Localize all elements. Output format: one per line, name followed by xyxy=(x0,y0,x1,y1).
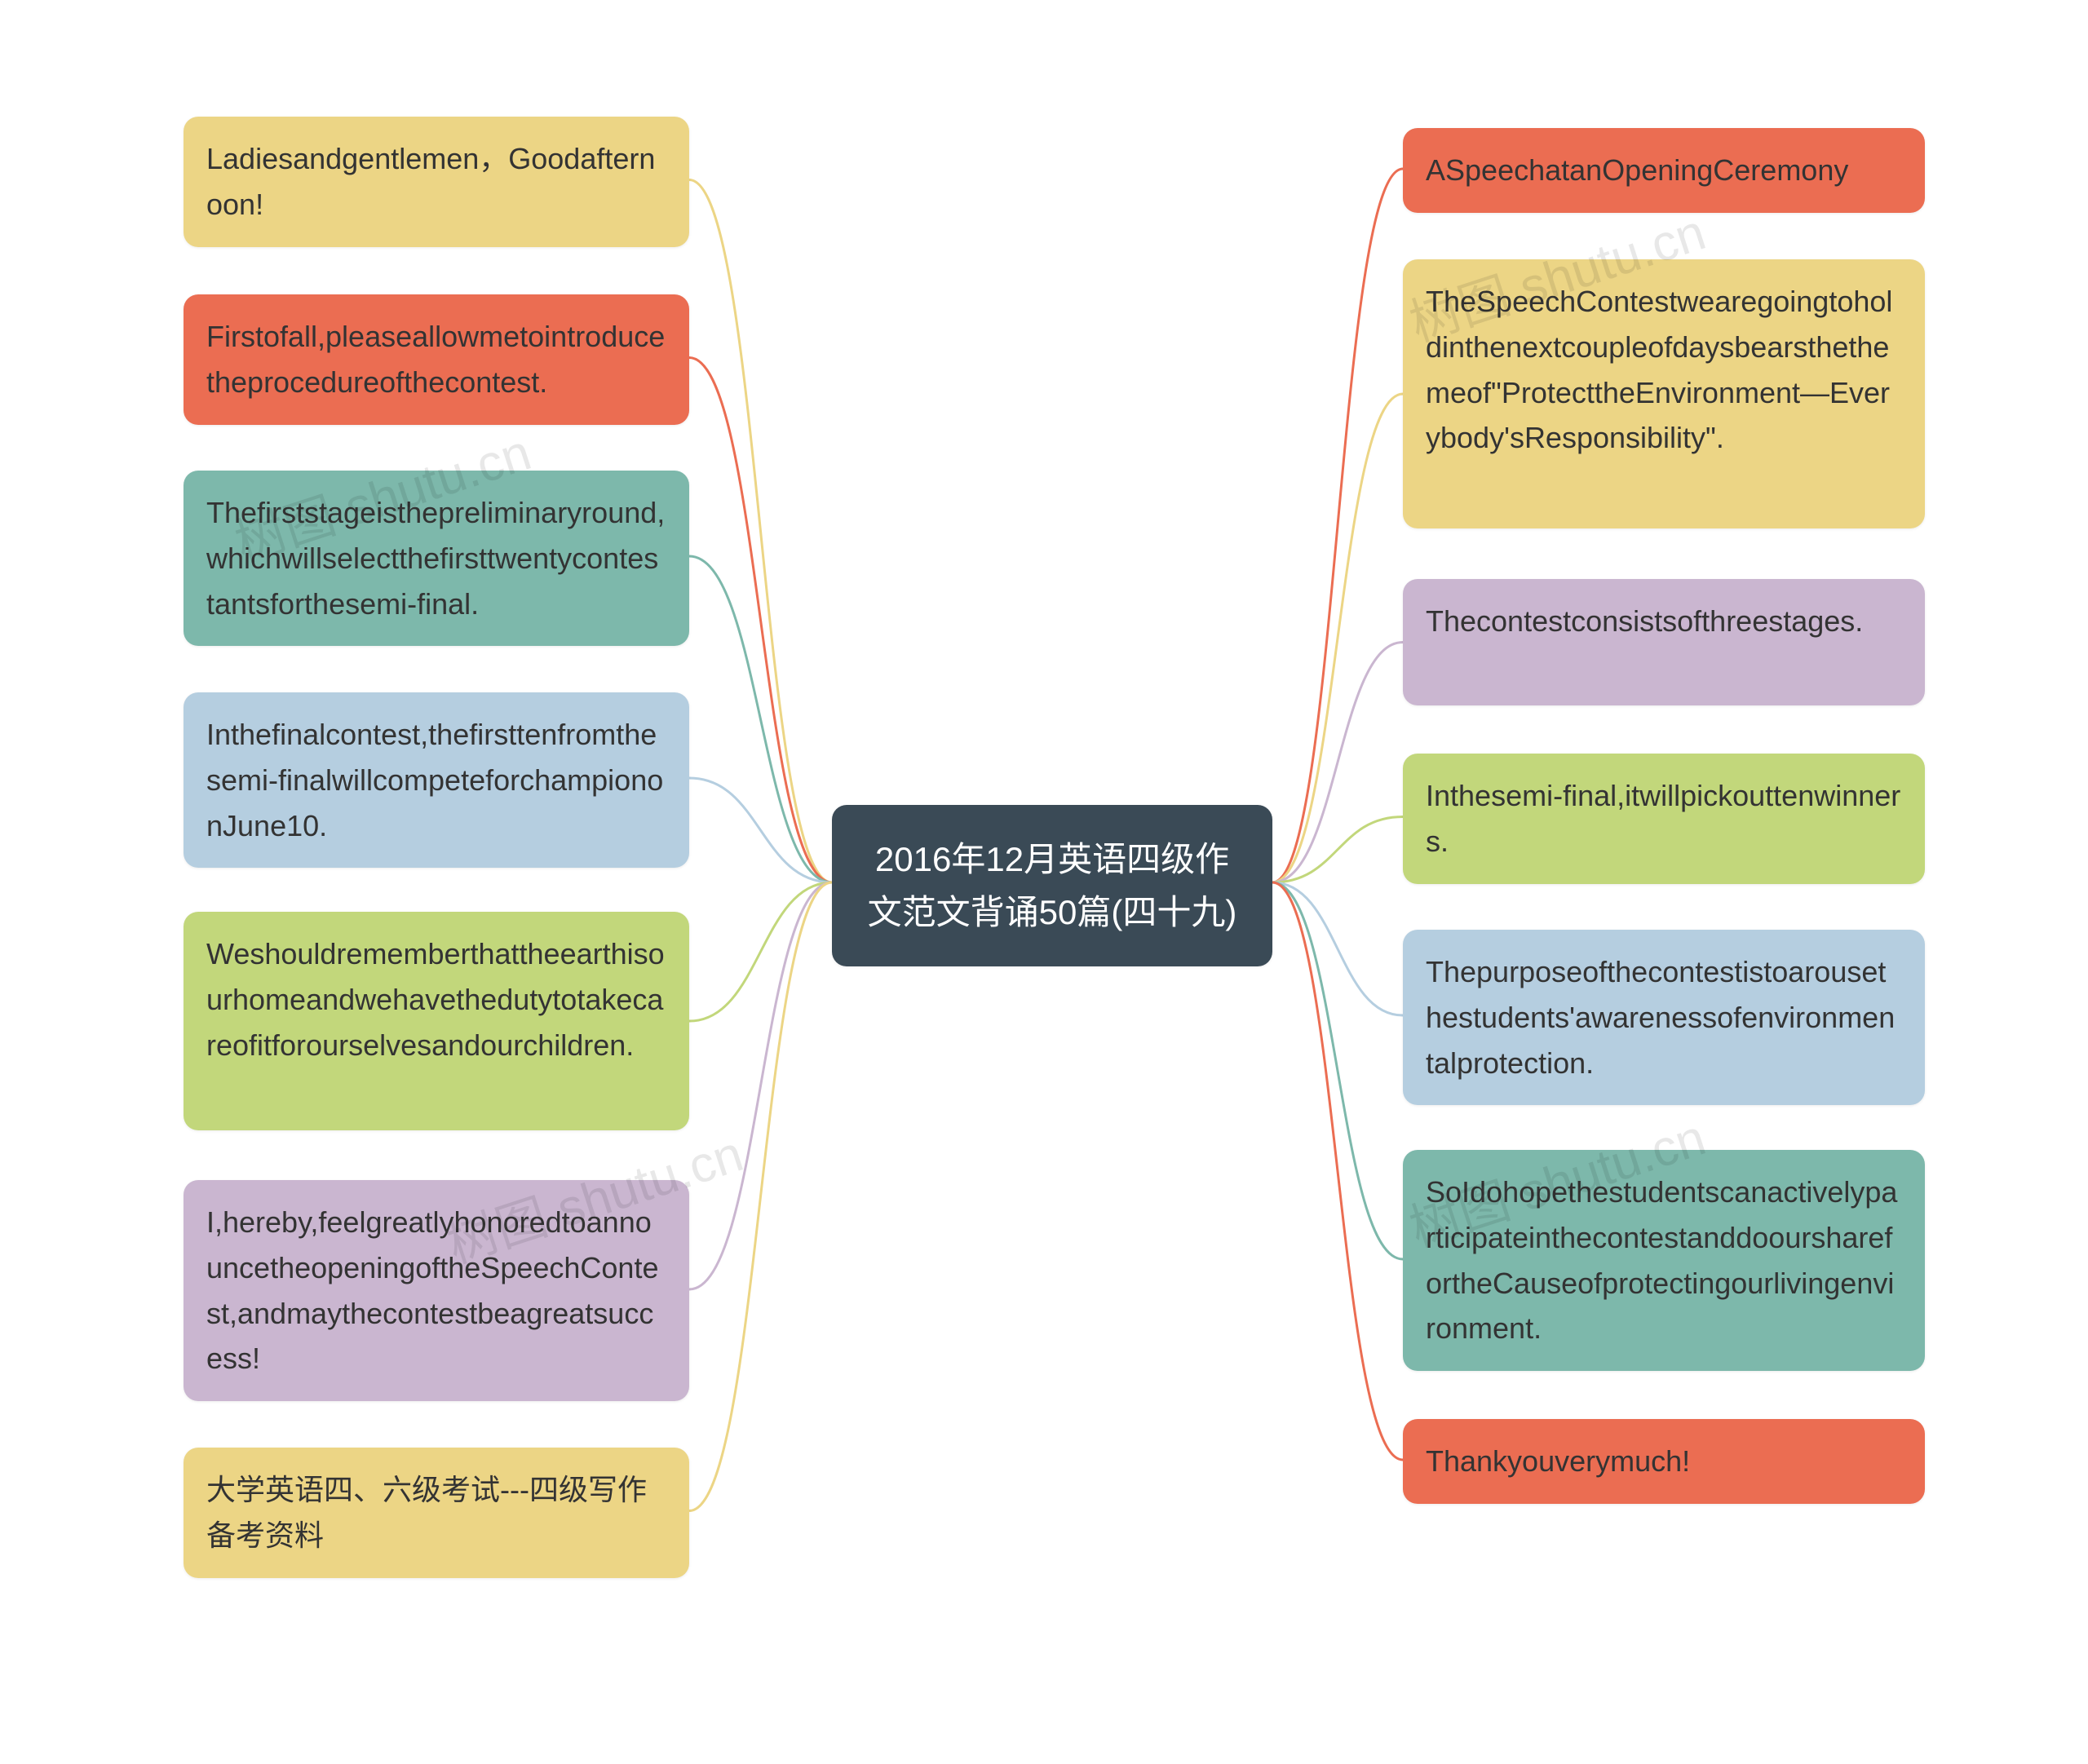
left-node-6: 大学英语四、六级考试---四级写作备考资料 xyxy=(184,1448,689,1578)
right-node-5: SoIdohopethestudentscanactivelyparticipa… xyxy=(1403,1150,1925,1371)
connector xyxy=(1272,882,1403,1460)
connector xyxy=(689,882,832,1511)
left-node-2-label: Thefirststageisthepreliminaryround,which… xyxy=(206,496,665,621)
left-node-6-label: 大学英语四、六级考试---四级写作备考资料 xyxy=(206,1473,647,1552)
right-node-6: Thankyouverymuch! xyxy=(1403,1419,1925,1504)
right-node-2: Thecontestconsistsofthreestages. xyxy=(1403,579,1925,705)
right-node-1-label: TheSpeechContestwearegoingtoholdinthenex… xyxy=(1426,285,1892,454)
connector xyxy=(689,358,832,883)
right-node-6-label: Thankyouverymuch! xyxy=(1426,1444,1690,1478)
connector xyxy=(689,778,832,882)
right-node-0-label: ASpeechatanOpeningCeremony xyxy=(1426,153,1848,187)
connector xyxy=(689,556,832,882)
right-node-1: TheSpeechContestwearegoingtoholdinthenex… xyxy=(1403,259,1925,528)
connector xyxy=(689,882,832,1289)
right-node-3-label: Inthesemi-final,itwillpickouttenwinners. xyxy=(1426,779,1900,858)
left-node-2: Thefirststageisthepreliminaryround,which… xyxy=(184,471,689,646)
center-node: 2016年12月英语四级作文范文背诵50篇(四十九) xyxy=(832,805,1272,966)
left-node-0: Ladiesandgentlemen，Goodafternoon! xyxy=(184,117,689,247)
right-node-4: Thepurposeofthecontestistoarousethestude… xyxy=(1403,930,1925,1105)
left-node-4-label: Weshouldrememberthattheearthisourhomeand… xyxy=(206,937,665,1062)
connector xyxy=(1272,817,1403,883)
left-node-5-label: I,hereby,feelgreatlyhonoredtoannouncethe… xyxy=(206,1205,658,1375)
connector xyxy=(1272,394,1403,882)
connector xyxy=(689,882,832,1021)
connector xyxy=(1272,169,1403,882)
right-node-2-label: Thecontestconsistsofthreestages. xyxy=(1426,604,1863,638)
left-node-3-label: Inthefinalcontest,thefirsttenfromthesemi… xyxy=(206,718,663,842)
left-node-0-label: Ladiesandgentlemen，Goodafternoon! xyxy=(206,142,655,221)
connector xyxy=(1272,882,1403,1259)
left-node-1-label: Firstofall,pleaseallowmetointroducethepr… xyxy=(206,320,665,399)
right-node-0: ASpeechatanOpeningCeremony xyxy=(1403,128,1925,213)
right-node-5-label: SoIdohopethestudentscanactivelyparticipa… xyxy=(1426,1175,1897,1345)
connector xyxy=(689,180,832,883)
left-node-5: I,hereby,feelgreatlyhonoredtoannouncethe… xyxy=(184,1180,689,1401)
connector xyxy=(1272,882,1403,1015)
left-node-4: Weshouldrememberthattheearthisourhomeand… xyxy=(184,912,689,1130)
right-node-3: Inthesemi-final,itwillpickouttenwinners. xyxy=(1403,754,1925,884)
left-node-1: Firstofall,pleaseallowmetointroducethepr… xyxy=(184,294,689,425)
right-node-4-label: Thepurposeofthecontestistoarousethestude… xyxy=(1426,955,1895,1080)
connector xyxy=(1272,643,1403,883)
left-node-3: Inthefinalcontest,thefirsttenfromthesemi… xyxy=(184,692,689,868)
